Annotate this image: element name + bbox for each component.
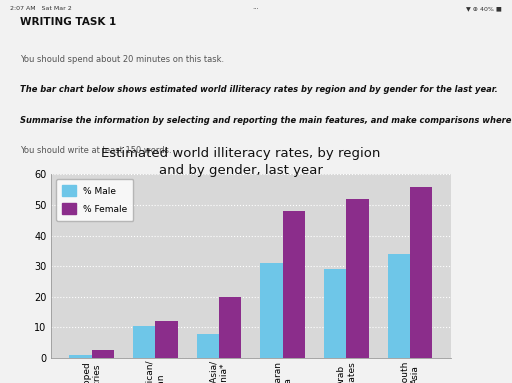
Text: 2:07 AM   Sat Mar 2: 2:07 AM Sat Mar 2 [10, 6, 72, 11]
Bar [324, 269, 347, 358]
Bar [388, 254, 410, 358]
Bar [197, 334, 219, 358]
Bar [69, 355, 92, 358]
Text: WRITING TASK 1: WRITING TASK 1 [20, 17, 117, 27]
Bar [410, 187, 433, 358]
Bar [219, 297, 241, 358]
Text: You should spend about 20 minutes on this task.: You should spend about 20 minutes on thi… [20, 55, 225, 64]
Bar [261, 263, 283, 358]
Text: You should write at least 150 words.: You should write at least 150 words. [20, 146, 172, 155]
Bar [133, 326, 155, 358]
Text: ▼ ⊕ 40% ■: ▼ ⊕ 40% ■ [466, 6, 502, 11]
Text: ···: ··· [252, 6, 260, 11]
Text: Summarise the information by selecting and reporting the main features, and make: Summarise the information by selecting a… [20, 116, 512, 126]
Legend: % Male, % Female: % Male, % Female [56, 179, 133, 221]
Text: Estimated world illiteracy rates, by region
and by gender, last year: Estimated world illiteracy rates, by reg… [101, 147, 380, 177]
Bar [283, 211, 305, 358]
Bar [92, 350, 114, 358]
Bar [347, 199, 369, 358]
Bar [155, 321, 178, 358]
Text: The bar chart below shows estimated world illiteracy rates by region and by gend: The bar chart below shows estimated worl… [20, 85, 498, 94]
